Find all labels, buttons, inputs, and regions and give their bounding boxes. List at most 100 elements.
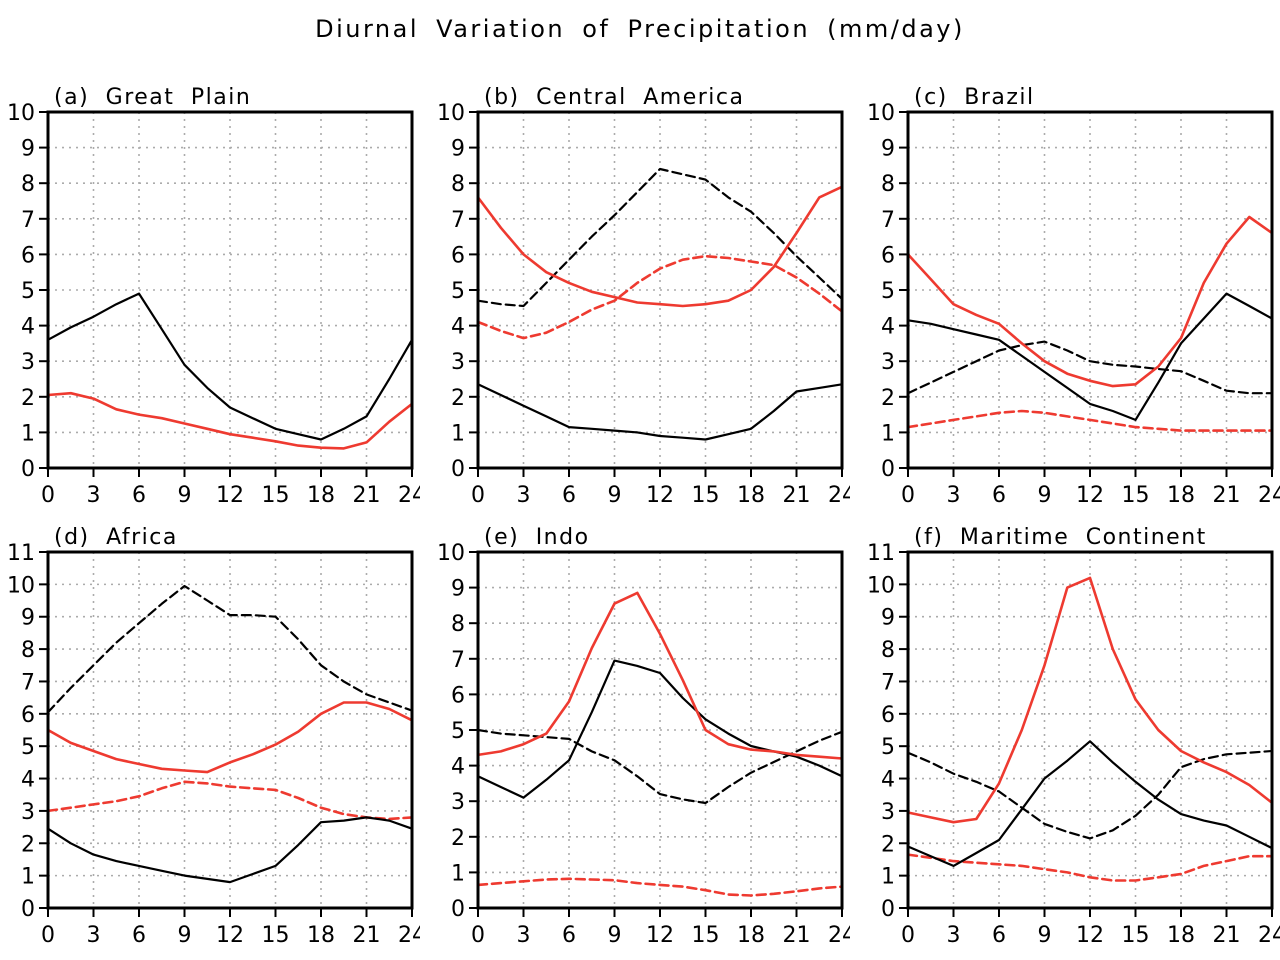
x-tick-label: 21: [783, 923, 811, 948]
red-dashed-line: [906, 853, 1274, 882]
y-tick-label: 3: [881, 800, 895, 825]
black-dashed-line: [46, 584, 414, 714]
axis-frame: [46, 550, 414, 910]
y-tick-label: 7: [881, 208, 895, 233]
y-tick-label: 1: [451, 861, 465, 886]
x-tick-label: 6: [992, 483, 1006, 508]
y-tick-label: 5: [451, 719, 465, 744]
x-tick-label: 3: [87, 483, 101, 508]
y-tick-label: 4: [21, 315, 35, 340]
x-tick-label: 9: [608, 923, 622, 948]
y-tick-label: 1: [881, 865, 895, 890]
black-solid-line: [906, 292, 1274, 421]
red-dashed-line: [906, 409, 1274, 432]
y-tick-label: 8: [451, 612, 465, 637]
black-dashed-line: [476, 167, 844, 308]
x-tick-label: 21: [353, 923, 381, 948]
y-tick-label: 0: [21, 457, 35, 482]
black-solid-line: [46, 816, 414, 884]
x-tick-label: 12: [216, 923, 244, 948]
y-tick-label: 1: [451, 421, 465, 446]
x-tick-label: 9: [178, 923, 192, 948]
y-tick-label: 2: [21, 832, 35, 857]
x-tick-label: 12: [1076, 483, 1104, 508]
x-tick-label: 6: [562, 923, 576, 948]
y-tick-label: 9: [21, 606, 35, 631]
x-tick-label: 3: [517, 923, 531, 948]
y-tick-label: 9: [881, 606, 895, 631]
y-tick-label: 10: [8, 573, 35, 598]
y-tick-label: 2: [881, 386, 895, 411]
x-tick-label: 3: [947, 923, 961, 948]
x-tick-label: 18: [737, 483, 765, 508]
x-tick-label: 18: [307, 483, 335, 508]
y-tick-label: 8: [21, 172, 35, 197]
x-tick-label: 24: [1258, 923, 1280, 948]
y-tick-label: 6: [881, 703, 895, 728]
black-solid-line: [46, 292, 414, 441]
axis-frame: [906, 110, 1274, 470]
panel-great-plain: (a) Great Plain 0 3 6 9 12 15 18 21 24 0 1 2 3 4 5 6 7 8 9…: [7, 85, 426, 518]
y-tick-label: 3: [881, 350, 895, 375]
y-tick-label: 5: [451, 279, 465, 304]
x-tick-label: 21: [353, 483, 381, 508]
y-tick-label: 10: [868, 101, 895, 126]
x-tick-label: 24: [398, 923, 420, 948]
main-title: Diurnal Variation of Precipitation (mm/d…: [315, 15, 965, 43]
y-tick-label: 7: [21, 208, 35, 233]
axis-frame: [906, 550, 1274, 910]
x-tick-label: 0: [471, 923, 485, 948]
x-tick-label: 18: [307, 923, 335, 948]
y-tick-label: 1: [881, 421, 895, 446]
y-tick-label: 9: [451, 577, 465, 602]
y-tick-label: 7: [881, 670, 895, 695]
panel-title: (b) Central America: [484, 86, 744, 110]
y-tick-label: 3: [451, 350, 465, 375]
y-tick-label: 4: [881, 768, 895, 793]
x-tick-label: 15: [262, 923, 290, 948]
y-tick-label: 6: [451, 243, 465, 268]
x-tick-label: 15: [1122, 923, 1150, 948]
x-tick-label: 21: [1213, 483, 1241, 508]
x-tick-label: 24: [398, 483, 420, 508]
y-tick-label: 4: [881, 315, 895, 340]
y-tick-label: 5: [21, 279, 35, 304]
red-dashed-line: [46, 780, 414, 821]
panel-title: (e) Indo: [484, 526, 590, 550]
y-tick-label: 11: [868, 541, 895, 566]
y-tick-label: 8: [451, 172, 465, 197]
x-tick-label: 12: [1076, 923, 1104, 948]
chart-canvas-f: (f) Maritime Continent 0 3 6 9 12 15 18 21 24012…: [867, 525, 1280, 948]
panel-central-america: (b) Central America 0 3 6 9 12 15 18 21 24 0 1 2 3 4 5…: [437, 85, 856, 518]
y-tick-label: 9: [21, 137, 35, 162]
x-tick-label: 0: [471, 483, 485, 508]
x-tick-label: 3: [87, 923, 101, 948]
x-tick-label: 24: [1258, 483, 1280, 508]
x-tick-label: 12: [646, 483, 674, 508]
y-tick-label: 3: [21, 350, 35, 375]
y-tick-label: 10: [438, 101, 465, 126]
y-tick-label: 5: [881, 279, 895, 304]
y-tick-label: 6: [21, 703, 35, 728]
axis-frame: [46, 110, 414, 470]
x-tick-label: 6: [132, 923, 146, 948]
x-tick-label: 6: [562, 483, 576, 508]
x-tick-label: 3: [517, 483, 531, 508]
red-solid-line: [46, 391, 414, 450]
red-dashed-line: [476, 254, 844, 340]
y-tick-label: 5: [881, 735, 895, 760]
y-tick-label: 8: [881, 638, 895, 663]
y-tick-label: 6: [881, 243, 895, 268]
x-tick-label: 3: [947, 483, 961, 508]
y-tick-label: 2: [881, 832, 895, 857]
x-tick-label: 24: [828, 923, 850, 948]
x-tick-label: 18: [1167, 483, 1195, 508]
x-tick-label: 15: [1122, 483, 1150, 508]
